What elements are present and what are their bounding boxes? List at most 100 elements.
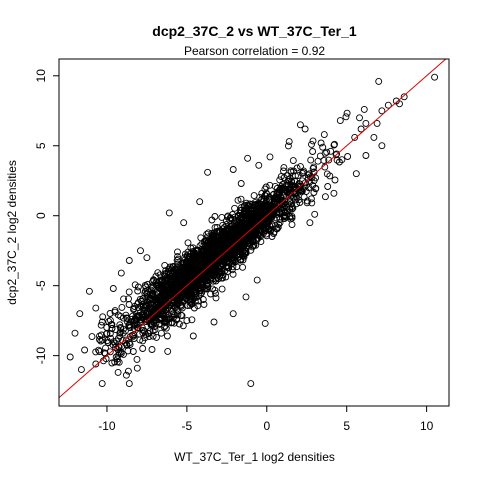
data-point [210, 249, 218, 257]
y-tick-label: 10 [34, 69, 48, 83]
data-point [186, 301, 194, 309]
data-point [177, 302, 185, 310]
data-point [126, 333, 134, 341]
data-point [172, 292, 180, 300]
data-point [106, 310, 114, 317]
data-point [130, 306, 137, 313]
plot-frame [58, 58, 450, 407]
data-point [117, 312, 125, 320]
data-point [71, 329, 79, 337]
data-point [274, 223, 282, 231]
data-point [119, 325, 127, 333]
data-point [167, 275, 175, 283]
data-point [187, 287, 195, 295]
data-point [186, 292, 194, 300]
data-point [220, 258, 228, 266]
data-point [309, 148, 317, 155]
data-point [189, 283, 197, 291]
data-point [188, 300, 196, 307]
data-point [196, 290, 204, 298]
data-point [266, 181, 274, 189]
data-point [319, 143, 327, 151]
data-point [303, 199, 311, 207]
data-point [320, 131, 328, 139]
data-point [276, 216, 284, 223]
data-point [202, 285, 210, 293]
data-point [236, 219, 244, 227]
data-point [208, 238, 216, 246]
x-tick-label: 0 [263, 419, 270, 433]
data-point [66, 353, 74, 361]
data-point [246, 233, 254, 241]
data-point [152, 300, 160, 308]
data-point [201, 274, 209, 282]
data-point [115, 358, 123, 366]
data-point [145, 315, 153, 323]
chart-subtitle: Pearson correlation = 0.92 [184, 44, 325, 58]
data-point [174, 273, 182, 281]
data-point [158, 293, 166, 301]
data-point [307, 195, 315, 203]
data-point [310, 189, 318, 196]
data-point [286, 185, 294, 193]
data-point [191, 270, 199, 278]
data-point [204, 168, 212, 176]
data-point [174, 311, 182, 319]
data-point [164, 347, 172, 355]
data-point [352, 170, 360, 178]
data-point [145, 333, 153, 341]
data-point [116, 321, 124, 329]
data-point [157, 329, 165, 337]
data-point [196, 287, 203, 295]
data-point [306, 178, 314, 186]
data-point [153, 333, 160, 341]
data-point [158, 278, 165, 286]
data-point [213, 228, 221, 236]
data-point [222, 231, 230, 238]
data-point [150, 276, 157, 284]
data-point [125, 380, 133, 388]
data-point [102, 344, 109, 352]
data-point [194, 302, 202, 310]
data-point [160, 277, 168, 285]
data-point [174, 255, 182, 263]
data-point [180, 219, 188, 227]
data-point [249, 214, 256, 222]
data-point [97, 321, 105, 329]
data-point [270, 195, 278, 202]
data-point [170, 301, 178, 309]
data-point [297, 163, 304, 171]
data-point [244, 154, 252, 162]
data-point [174, 260, 182, 268]
data-point [258, 195, 266, 203]
data-point [261, 319, 269, 327]
data-point [256, 207, 263, 215]
data-point [280, 174, 288, 182]
data-point [133, 355, 141, 363]
data-point [133, 364, 141, 372]
data-point [130, 317, 138, 325]
data-point [292, 172, 299, 180]
data-point [267, 206, 275, 214]
data-point [240, 202, 248, 210]
data-point [267, 227, 274, 235]
data-point [237, 214, 245, 222]
data-point [229, 211, 236, 218]
data-point [360, 105, 368, 113]
data-point [98, 318, 106, 326]
data-point [237, 195, 245, 203]
data-point [92, 304, 100, 312]
data-point [200, 250, 208, 258]
data-point [262, 220, 270, 227]
data-point [164, 311, 172, 319]
data-point [289, 157, 297, 165]
data-point [234, 229, 241, 237]
data-point [106, 348, 114, 356]
data-point [208, 235, 216, 243]
data-point [76, 310, 84, 318]
data-point [188, 316, 196, 324]
data-point [149, 332, 157, 340]
data-point [88, 333, 96, 341]
data-point [305, 170, 313, 178]
data-point [306, 219, 314, 227]
